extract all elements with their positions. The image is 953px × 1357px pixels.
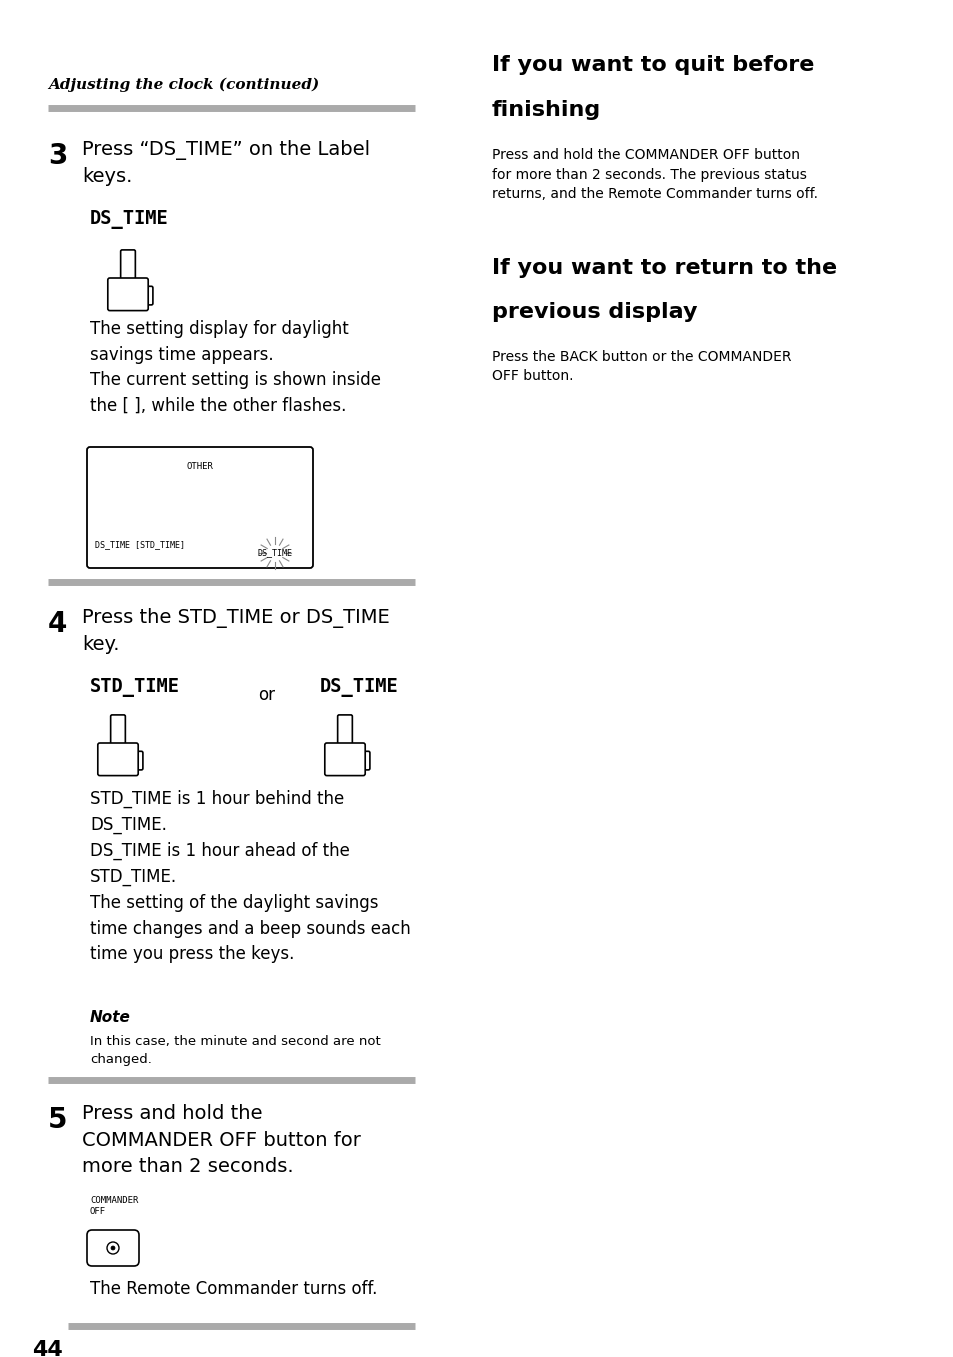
FancyBboxPatch shape bbox=[356, 752, 370, 769]
Circle shape bbox=[107, 1242, 119, 1254]
Text: DS_TIME: DS_TIME bbox=[90, 210, 169, 229]
Text: Note: Note bbox=[90, 1010, 131, 1025]
Text: Adjusting the clock (continued): Adjusting the clock (continued) bbox=[48, 77, 319, 92]
Text: finishing: finishing bbox=[492, 100, 600, 119]
Text: If you want to return to the: If you want to return to the bbox=[492, 258, 836, 278]
Text: DS_TIME: DS_TIME bbox=[257, 548, 293, 558]
Text: 4: 4 bbox=[48, 611, 68, 638]
Text: The Remote Commander turns off.: The Remote Commander turns off. bbox=[90, 1280, 377, 1299]
FancyBboxPatch shape bbox=[337, 715, 352, 746]
Text: In this case, the minute and second are not
changed.: In this case, the minute and second are … bbox=[90, 1035, 380, 1067]
Circle shape bbox=[111, 1246, 115, 1250]
Text: previous display: previous display bbox=[492, 303, 697, 322]
FancyBboxPatch shape bbox=[120, 250, 135, 281]
Text: or: or bbox=[257, 687, 274, 704]
FancyBboxPatch shape bbox=[98, 744, 138, 776]
Text: DS_TIME: DS_TIME bbox=[319, 678, 398, 697]
Text: STD_TIME is 1 hour behind the
DS_TIME.
DS_TIME is 1 hour ahead of the
STD_TIME.
: STD_TIME is 1 hour behind the DS_TIME. D… bbox=[90, 790, 411, 963]
FancyBboxPatch shape bbox=[108, 278, 148, 311]
FancyBboxPatch shape bbox=[324, 744, 365, 776]
Text: Press the BACK button or the COMMANDER
OFF button.: Press the BACK button or the COMMANDER O… bbox=[492, 350, 791, 384]
Text: OTHER: OTHER bbox=[187, 461, 213, 471]
Text: If you want to quit before: If you want to quit before bbox=[492, 56, 814, 75]
FancyBboxPatch shape bbox=[87, 446, 313, 569]
FancyBboxPatch shape bbox=[87, 1229, 139, 1266]
FancyBboxPatch shape bbox=[111, 715, 125, 746]
FancyBboxPatch shape bbox=[139, 286, 152, 305]
Text: COMMANDER
OFF: COMMANDER OFF bbox=[90, 1196, 138, 1216]
Text: 3: 3 bbox=[48, 142, 68, 170]
Text: STD_TIME: STD_TIME bbox=[90, 678, 180, 697]
Text: The setting display for daylight
savings time appears.
The current setting is sh: The setting display for daylight savings… bbox=[90, 320, 380, 415]
FancyBboxPatch shape bbox=[130, 752, 143, 769]
Text: Press and hold the
COMMANDER OFF button for
more than 2 seconds.: Press and hold the COMMANDER OFF button … bbox=[82, 1105, 360, 1177]
Text: Press and hold the COMMANDER OFF button
for more than 2 seconds. The previous st: Press and hold the COMMANDER OFF button … bbox=[492, 148, 817, 201]
Text: 44: 44 bbox=[32, 1339, 63, 1357]
Text: Press “DS_TIME” on the Label
keys.: Press “DS_TIME” on the Label keys. bbox=[82, 140, 370, 186]
Text: Press the STD_TIME or DS_TIME
key.: Press the STD_TIME or DS_TIME key. bbox=[82, 608, 390, 654]
Text: DS_TIME [STD_TIME]: DS_TIME [STD_TIME] bbox=[95, 540, 185, 550]
Text: 5: 5 bbox=[48, 1106, 68, 1134]
